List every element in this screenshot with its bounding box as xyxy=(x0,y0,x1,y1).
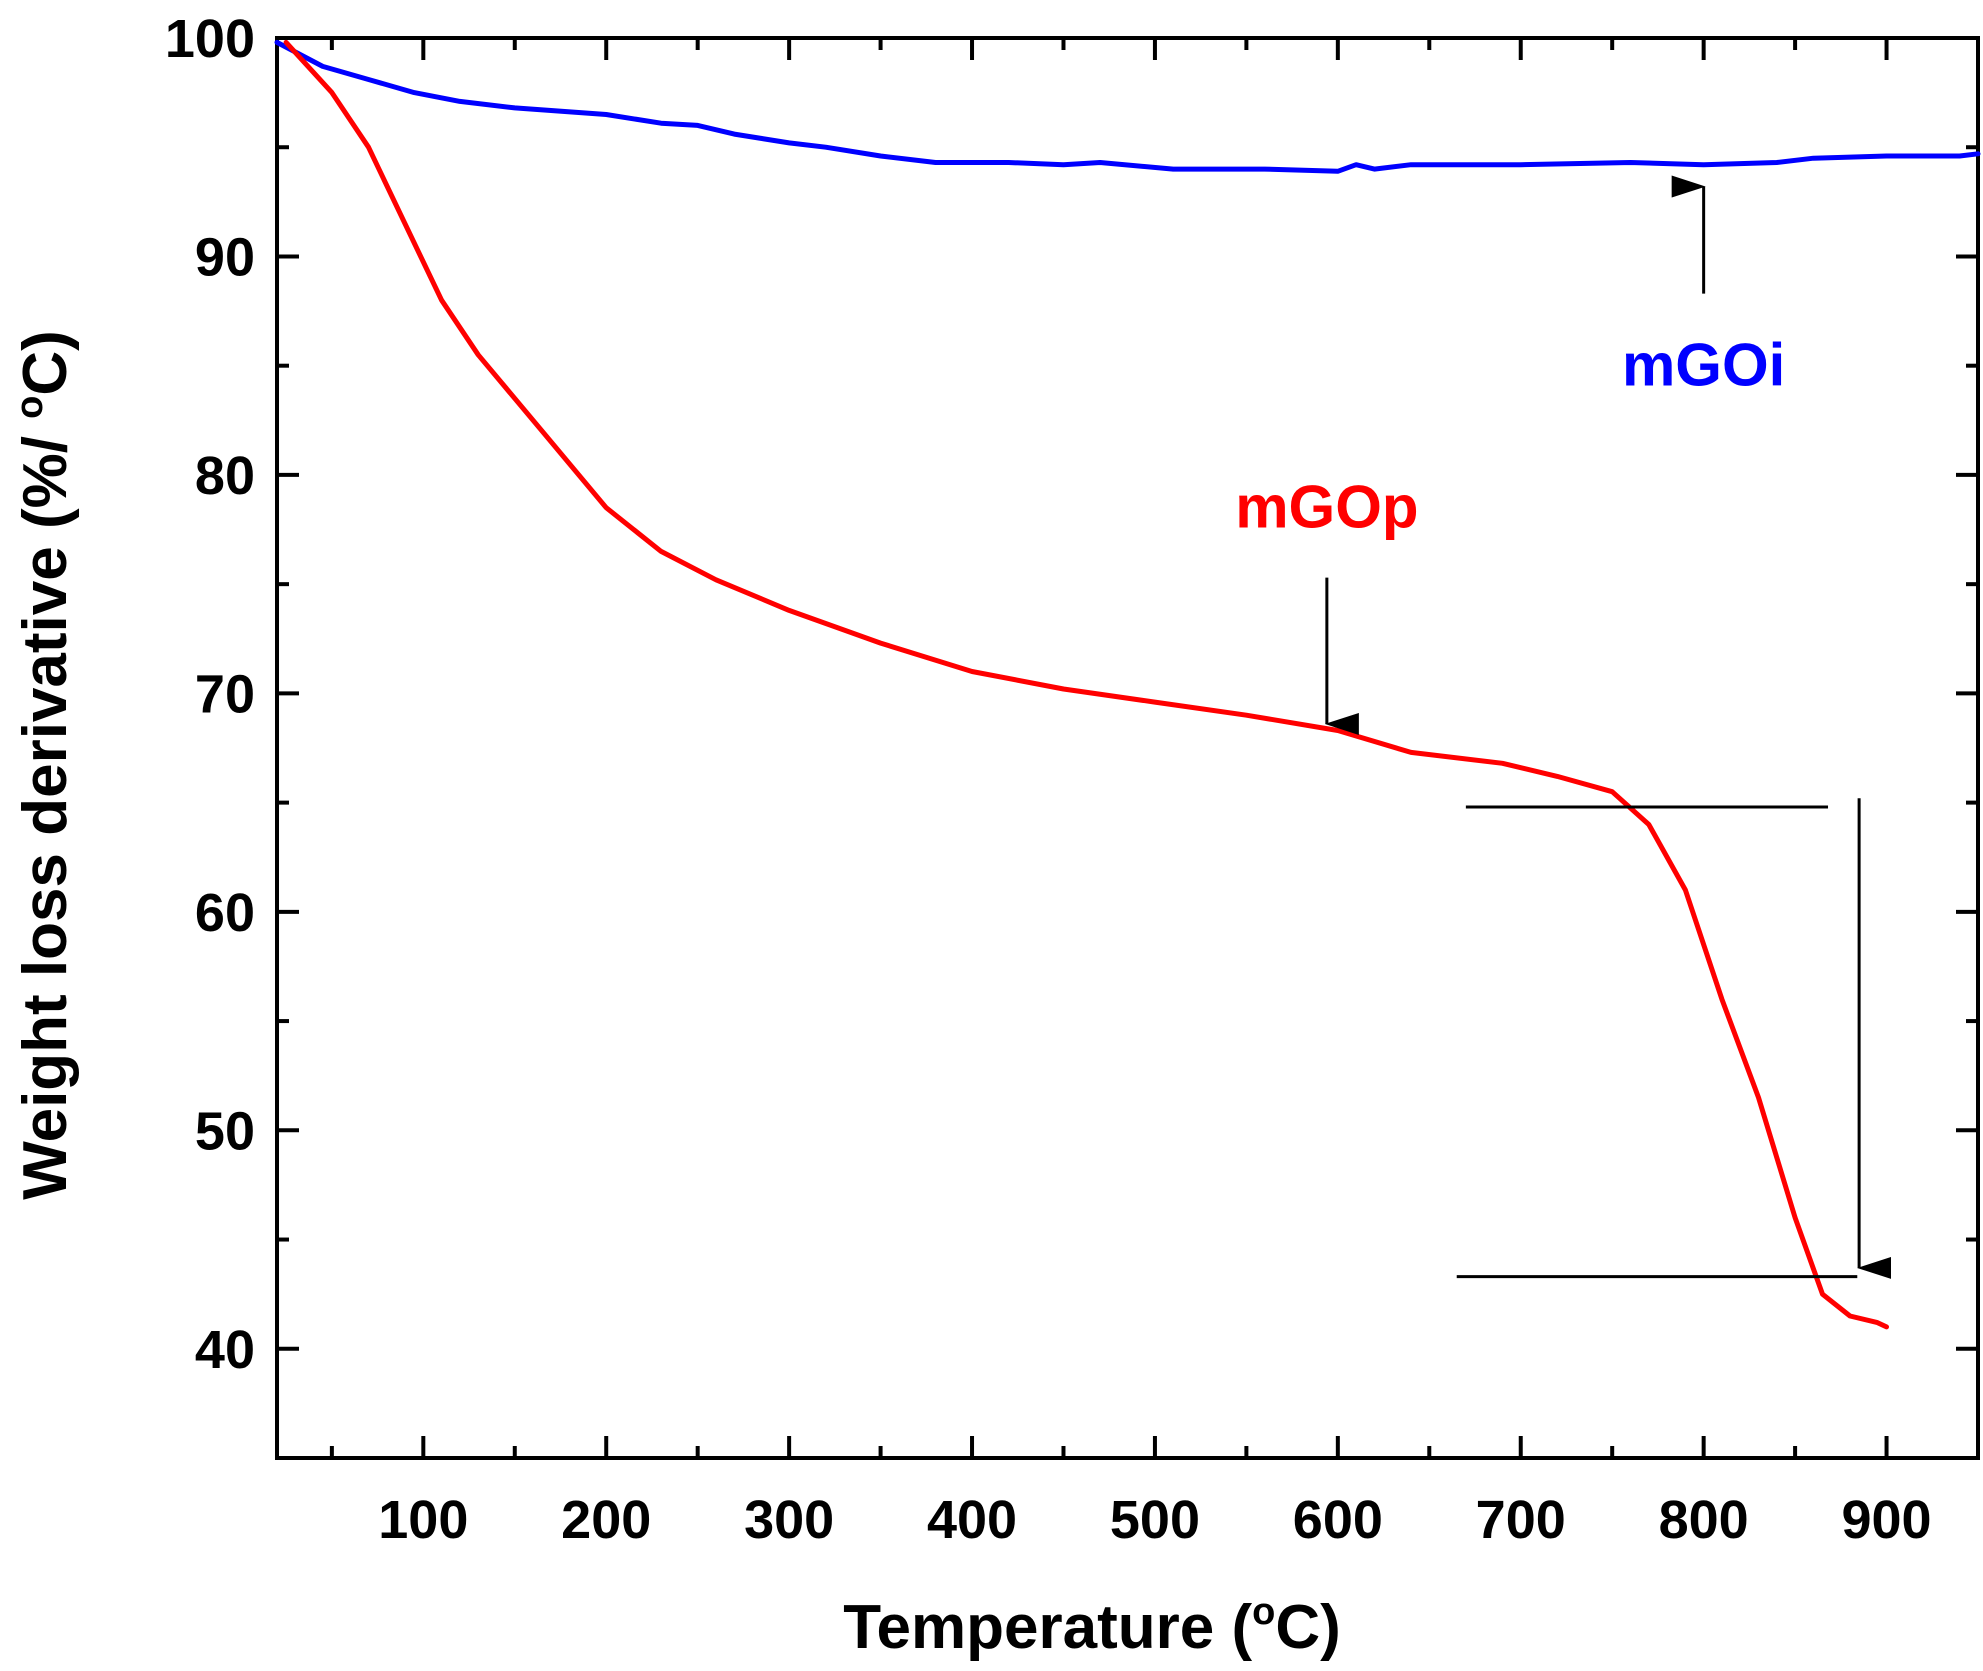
x-tick-label: 800 xyxy=(1659,1490,1749,1550)
y-tick-label: 50 xyxy=(195,1101,255,1161)
y-tick-label: 40 xyxy=(195,1320,255,1380)
x-axis-title: Temperature (oC) xyxy=(843,1591,1340,1662)
mgop-label: mGOp xyxy=(1235,474,1418,541)
plot-border xyxy=(275,36,1980,1460)
x-tick-label: 500 xyxy=(1110,1490,1200,1550)
y-axis: 40 50 60 70 80 90 100 xyxy=(165,9,1978,1460)
y-tick-label: 90 xyxy=(195,227,255,287)
x-tick-label: 100 xyxy=(378,1490,468,1550)
series-line-mgoi xyxy=(274,39,1981,174)
x-tick-label: 600 xyxy=(1293,1490,1383,1550)
plot-area xyxy=(275,36,1980,1460)
y-tick-label: 100 xyxy=(165,9,255,69)
y-tick-label: 60 xyxy=(195,883,255,943)
series-line-mgop xyxy=(283,39,1889,1330)
y-tick-label: 70 xyxy=(195,664,255,724)
x-axis: 100 200 300 400 500 600 700 800 900 xyxy=(329,38,1980,1550)
y-tick-label: 80 xyxy=(195,446,255,506)
x-tick-label: 700 xyxy=(1476,1490,1566,1550)
x-tick-label: 400 xyxy=(927,1490,1017,1550)
x-tick-label: 300 xyxy=(744,1490,834,1550)
series-layer xyxy=(274,39,1981,1330)
x-tick-label: 900 xyxy=(1841,1490,1931,1550)
x-tick-label: 200 xyxy=(561,1490,651,1550)
mgoi-label: mGOi xyxy=(1622,332,1785,399)
y-axis-title: Weight loss derivative (%/ oC) xyxy=(9,330,80,1200)
annotations: mGOi mGOp xyxy=(1235,175,1892,1279)
